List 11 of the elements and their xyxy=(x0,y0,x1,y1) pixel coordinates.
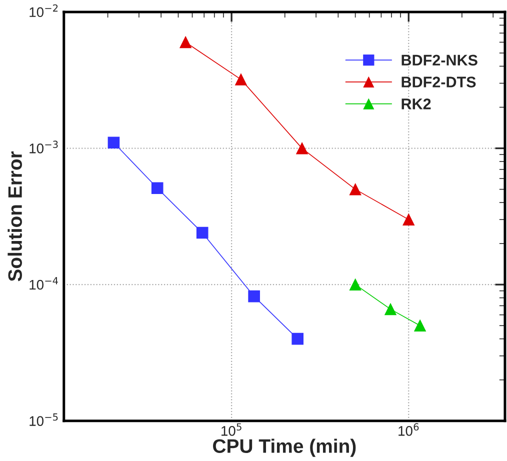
legend-label: BDF2-DTS xyxy=(402,76,476,88)
y-tick-label: 10$^{−2}$ xyxy=(30,4,58,18)
x-tick-label: 10$^{5}$ xyxy=(222,423,242,436)
legend-label: BDF2-NKS xyxy=(402,54,478,66)
y-tick-label: 10$^{−5}$ xyxy=(30,413,58,426)
x-tick-label: 10$^{6}$ xyxy=(398,423,419,436)
y-axis-title: Solution Error xyxy=(8,151,22,282)
y-tick-label: 10$^{−4}$ xyxy=(30,277,58,290)
legend-label: RK2 xyxy=(402,98,431,110)
x-axis-title: CPU Time (min) xyxy=(213,438,356,457)
y-tick-label: 10$^{−3}$ xyxy=(30,140,58,154)
